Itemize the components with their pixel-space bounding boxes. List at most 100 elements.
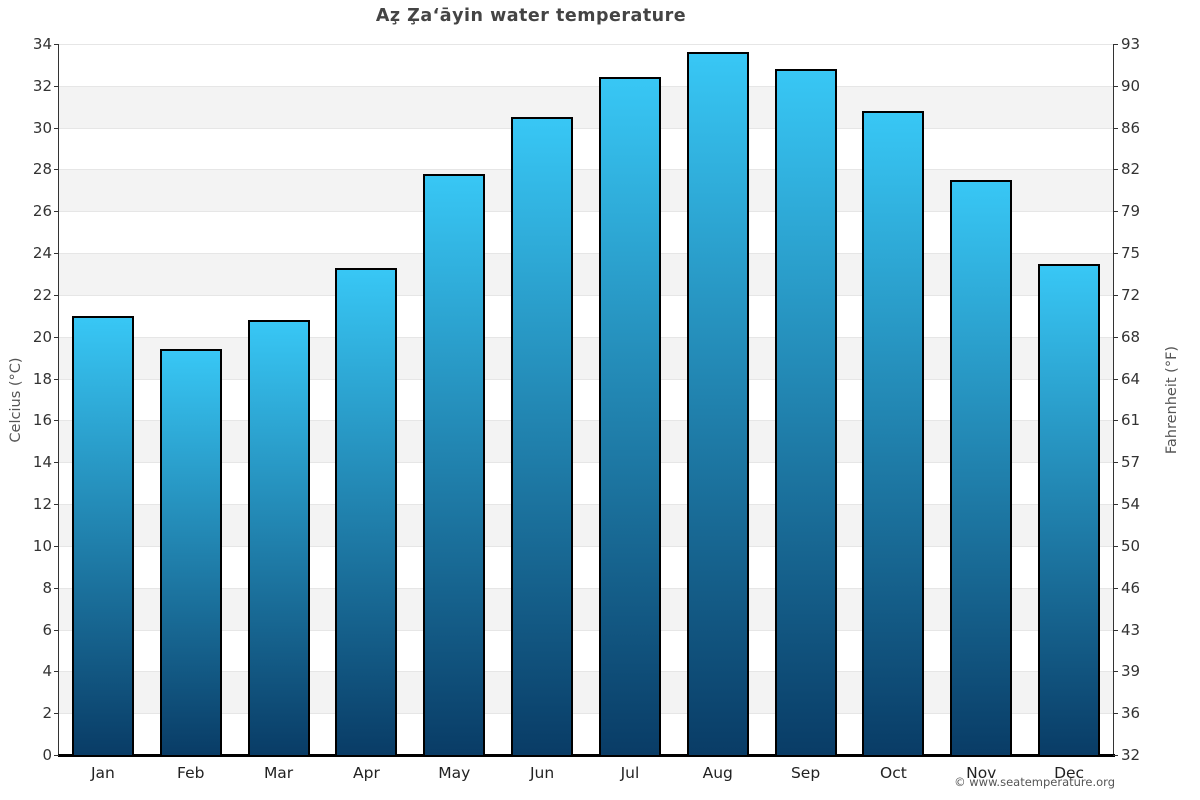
- background-stripe: [59, 85, 1113, 128]
- gridline: [59, 545, 1113, 547]
- right-axis-tick: [1113, 545, 1118, 547]
- background-stripe: [59, 462, 1113, 505]
- left-axis-tick: [54, 211, 59, 213]
- fahrenheit-tick-label: 64: [1121, 369, 1141, 388]
- left-axis-tick: [54, 587, 59, 589]
- fahrenheit-tick-label: 68: [1121, 327, 1141, 346]
- left-axis-tick: [54, 713, 59, 715]
- background-stripe: [59, 294, 1113, 337]
- copyright-attribution: © www.seatemperature.org: [954, 775, 1115, 789]
- right-axis-tick: [1113, 294, 1118, 296]
- left-axis-tick: [54, 671, 59, 673]
- left-axis-tick: [54, 44, 59, 45]
- left-axis-tick: [54, 127, 59, 129]
- fahrenheit-tick-label: 36: [1121, 704, 1141, 723]
- plot-area: [59, 44, 1113, 755]
- y-axis-line-right: [1113, 44, 1114, 756]
- month-label-sep: Sep: [790, 764, 821, 782]
- bar-jul: [598, 77, 661, 755]
- left-axis-tick: [54, 85, 59, 87]
- gridline: [59, 253, 1113, 255]
- y-axis-line-left: [58, 44, 59, 756]
- right-axis-tick: [1113, 211, 1118, 213]
- left-axis-tick: [54, 294, 59, 296]
- celsius-tick-label: 30: [32, 118, 52, 137]
- gridline: [59, 462, 1113, 464]
- bar-feb: [159, 349, 222, 755]
- month-label-nov: Nov: [966, 764, 997, 782]
- month-label-feb: Feb: [177, 764, 205, 782]
- gridline: [59, 671, 1113, 673]
- bar-dec: [1038, 263, 1101, 755]
- right-axis-tick: [1113, 755, 1118, 756]
- right-axis-tick: [1113, 671, 1118, 673]
- background-stripe: [59, 587, 1113, 630]
- right-axis-tick: [1113, 378, 1118, 380]
- celsius-tick-label: 12: [32, 495, 52, 514]
- background-stripe: [59, 378, 1113, 421]
- right-axis-tick: [1113, 253, 1118, 255]
- celsius-tick-label: 6: [42, 620, 52, 639]
- right-axis-tick: [1113, 587, 1118, 589]
- left-axis-tick: [54, 504, 59, 506]
- gridline: [59, 85, 1113, 87]
- fahrenheit-tick-label: 86: [1121, 118, 1141, 137]
- fahrenheit-tick-label: 61: [1121, 411, 1141, 430]
- fahrenheit-tick-label: 43: [1121, 620, 1141, 639]
- left-axis-tick: [54, 336, 59, 338]
- gridline: [59, 336, 1113, 338]
- bar-nov: [950, 179, 1013, 755]
- gridline: [59, 420, 1113, 422]
- x-axis-line: [58, 754, 1115, 757]
- month-label-oct: Oct: [880, 764, 907, 782]
- gridline: [59, 169, 1113, 171]
- gridline: [59, 587, 1113, 589]
- background-stripe: [59, 169, 1113, 212]
- celsius-tick-label: 28: [32, 160, 52, 179]
- background-stripe: [59, 44, 1113, 86]
- left-axis-tick: [54, 169, 59, 171]
- background-stripe: [59, 253, 1113, 295]
- celsius-tick-label: 14: [32, 453, 52, 472]
- fahrenheit-tick-label: 54: [1121, 495, 1141, 514]
- celsius-tick-label: 2: [42, 704, 52, 723]
- chart-title: Az̧ Z̧a‘āyin water temperature: [375, 6, 687, 26]
- celsius-tick-label: 32: [32, 76, 52, 95]
- celsius-tick-label: 20: [32, 327, 52, 346]
- month-label-dec: Dec: [1054, 764, 1085, 782]
- right-axis-tick: [1113, 336, 1118, 338]
- month-label-jan: Jan: [90, 764, 115, 782]
- right-axis-tick: [1113, 169, 1118, 171]
- gridline: [59, 44, 1113, 45]
- bar-jan: [71, 315, 134, 755]
- fahrenheit-tick-label: 72: [1121, 285, 1141, 304]
- right-axis-tick: [1113, 462, 1118, 464]
- celsius-tick-label: 34: [32, 35, 52, 53]
- bar-jun: [511, 117, 574, 755]
- month-label-jul: Jul: [620, 764, 640, 782]
- month-label-jun: Jun: [529, 764, 555, 782]
- fahrenheit-tick-label: 50: [1121, 536, 1141, 555]
- celsius-tick-label: 26: [32, 202, 52, 221]
- right-axis-tick: [1113, 504, 1118, 506]
- left-axis-tick: [54, 629, 59, 631]
- right-axis-tick: [1113, 127, 1118, 129]
- background-stripe: [59, 420, 1113, 463]
- gridline: [59, 629, 1113, 631]
- month-label-aug: Aug: [702, 764, 733, 782]
- celsius-tick-label: 8: [42, 578, 52, 597]
- fahrenheit-tick-label: 82: [1121, 160, 1141, 179]
- gridline: [59, 504, 1113, 506]
- fahrenheit-tick-label: 75: [1121, 244, 1141, 263]
- left-axis-tick: [54, 755, 59, 756]
- left-axis-tick: [54, 462, 59, 464]
- fahrenheit-tick-label: 93: [1121, 35, 1141, 53]
- background-stripe: [59, 671, 1113, 714]
- left-axis-tick: [54, 545, 59, 547]
- celsius-tick-label: 22: [32, 285, 52, 304]
- background-stripe: [59, 211, 1113, 254]
- gridline: [59, 294, 1113, 296]
- fahrenheit-tick-label: 39: [1121, 662, 1141, 681]
- y-axis-title-fahrenheit: Fahrenheit (°F): [1164, 345, 1180, 455]
